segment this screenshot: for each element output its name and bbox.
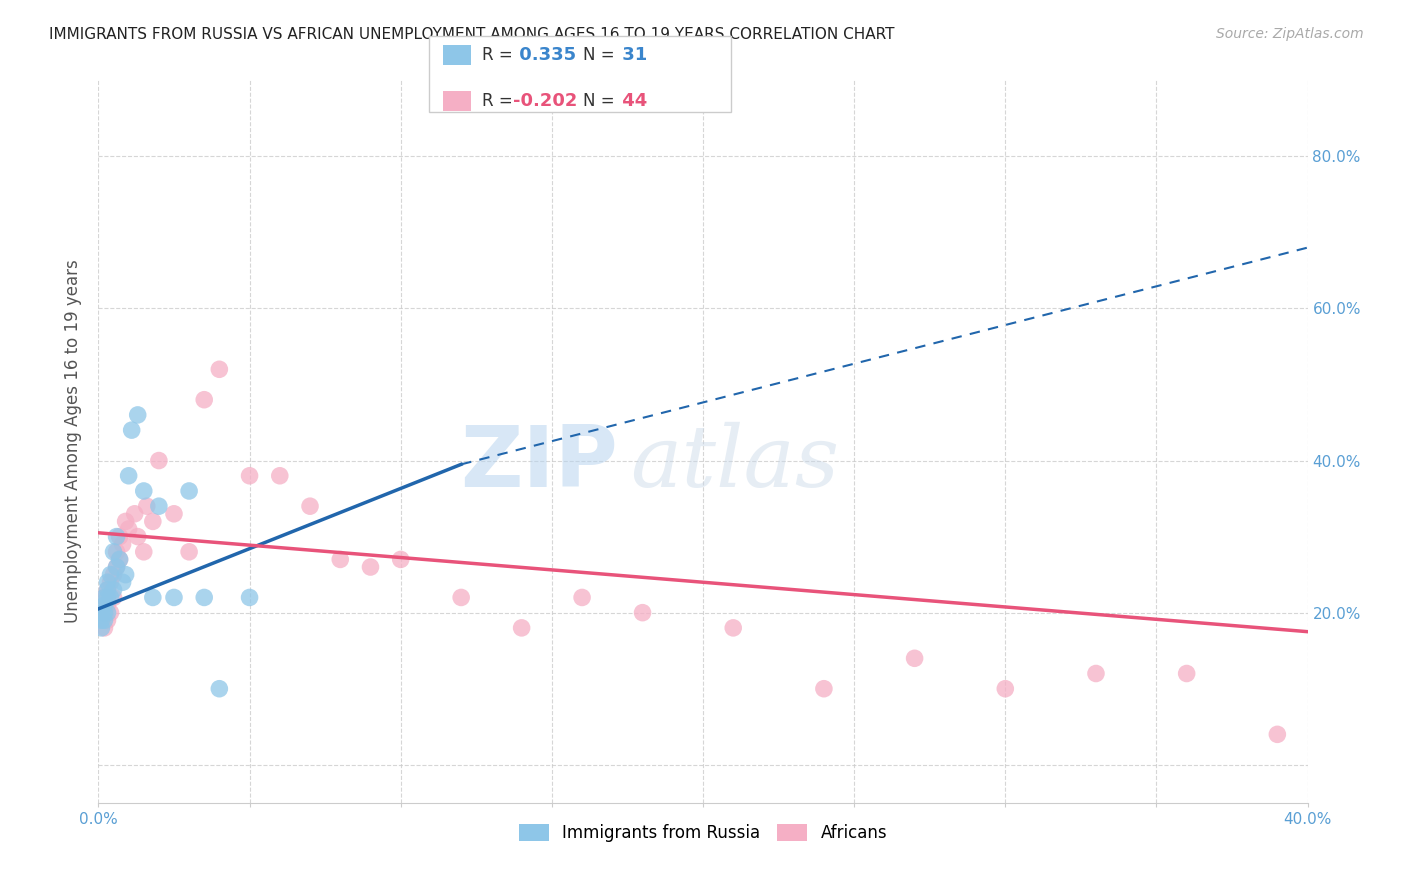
Text: ZIP: ZIP [461,422,619,505]
Point [100,575,122,590]
Point [105,560,128,574]
Point [1085,666,1108,681]
Point [114,567,136,582]
Point [90,621,112,635]
Point [1267,727,1289,741]
Point [163,507,186,521]
Point [121,423,143,437]
Point [631,606,654,620]
Point [193,591,215,605]
Point [93,621,115,635]
Point [163,591,186,605]
Point [118,468,141,483]
Point [111,575,134,590]
Point [105,545,128,559]
Point [103,591,125,605]
Point [93,606,115,620]
Text: 31: 31 [616,46,647,64]
Point [111,537,134,551]
Point [132,545,155,559]
Point [135,499,157,513]
Point [239,468,262,483]
Point [571,591,593,605]
Point [103,545,125,559]
Point [299,499,322,513]
Point [103,567,125,582]
Point [96,606,118,620]
Point [193,392,215,407]
Point [118,522,141,536]
Text: atlas: atlas [630,422,839,505]
Point [96,575,118,590]
Point [96,582,118,597]
Point [96,591,118,605]
Point [148,499,170,513]
Point [93,613,115,627]
Point [93,591,115,605]
Text: N =: N = [583,46,614,64]
Text: 0.335: 0.335 [513,46,576,64]
Point [108,552,131,566]
Point [208,362,231,376]
Point [723,621,745,635]
Point [179,483,201,498]
Point [127,530,149,544]
Point [208,681,231,696]
Legend: Immigrants from Russia, Africans: Immigrants from Russia, Africans [512,817,894,848]
Point [360,560,382,574]
Point [450,591,472,605]
Point [329,552,352,566]
Point [142,515,165,529]
Point [124,507,146,521]
Point [93,591,115,605]
Point [90,606,112,620]
Point [904,651,927,665]
Text: -0.202: -0.202 [513,92,578,110]
Point [114,515,136,529]
Text: R =: R = [482,92,513,110]
Point [132,483,155,498]
Text: R =: R = [482,46,513,64]
Point [96,613,118,627]
Point [93,598,115,612]
Point [100,606,122,620]
Point [269,468,291,483]
Point [239,591,262,605]
Text: IMMIGRANTS FROM RUSSIA VS AFRICAN UNEMPLOYMENT AMONG AGES 16 TO 19 YEARS CORRELA: IMMIGRANTS FROM RUSSIA VS AFRICAN UNEMPL… [49,27,894,42]
Point [100,567,122,582]
Y-axis label: Unemployment Among Ages 16 to 19 years: Unemployment Among Ages 16 to 19 years [65,260,83,624]
Point [994,681,1017,696]
Point [1175,666,1198,681]
Text: Source: ZipAtlas.com: Source: ZipAtlas.com [1216,27,1364,41]
Point [813,681,835,696]
Point [93,606,115,620]
Point [105,530,128,544]
Point [142,591,165,605]
Text: 44: 44 [616,92,647,110]
Point [108,530,131,544]
Point [108,552,131,566]
Point [105,560,128,574]
Point [148,453,170,467]
Point [90,613,112,627]
Point [96,598,118,612]
Point [510,621,533,635]
Point [179,545,201,559]
Point [389,552,412,566]
Text: N =: N = [583,92,614,110]
Point [103,582,125,597]
Point [100,591,122,605]
Point [127,408,149,422]
Point [96,582,118,597]
